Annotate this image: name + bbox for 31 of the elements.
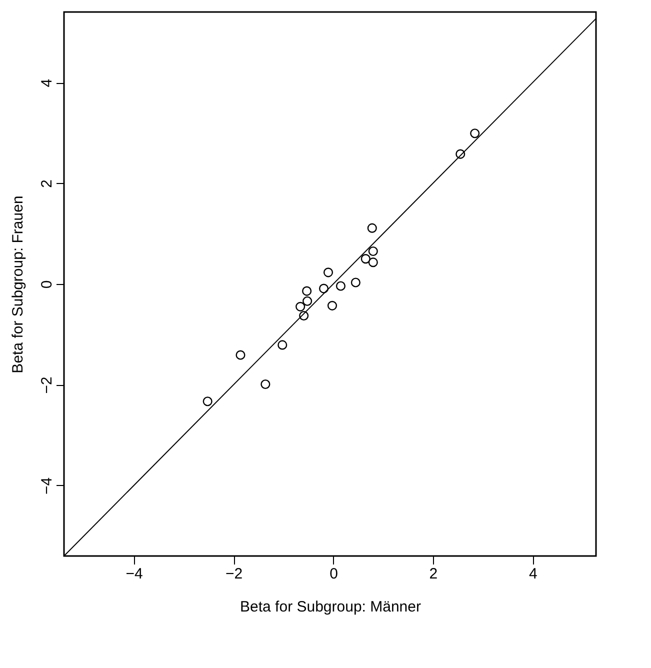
point [278, 340, 288, 350]
point [296, 302, 306, 312]
x-tick-label: −2 [225, 566, 243, 582]
y-tick-label: −2 [38, 376, 56, 394]
point [350, 278, 360, 288]
y-tick-label: 2 [38, 180, 56, 188]
point [318, 284, 329, 294]
x-tick-label: 4 [529, 566, 538, 582]
x-tick-label: 0 [330, 566, 338, 582]
point [260, 379, 270, 390]
point [360, 254, 370, 264]
point [302, 286, 312, 296]
point [202, 396, 212, 406]
y-tick-label: 4 [38, 78, 56, 88]
point [302, 296, 312, 306]
point [368, 246, 378, 256]
point [336, 281, 346, 291]
x-tick-label: −4 [126, 566, 143, 582]
x-tick-label: 2 [429, 566, 438, 582]
point [367, 223, 377, 233]
point [236, 350, 246, 360]
y-tick-label: 0 [38, 280, 56, 289]
point [299, 310, 309, 321]
y-axis-title: Beta for Subgroup: Frauen [10, 196, 26, 374]
point [327, 300, 338, 310]
point [470, 128, 480, 138]
point [368, 258, 378, 268]
point [323, 268, 334, 278]
point [456, 149, 466, 159]
x-axis-title: Beta for Subgroup: Männer [240, 598, 421, 616]
y-tick-label: −4 [38, 477, 56, 495]
